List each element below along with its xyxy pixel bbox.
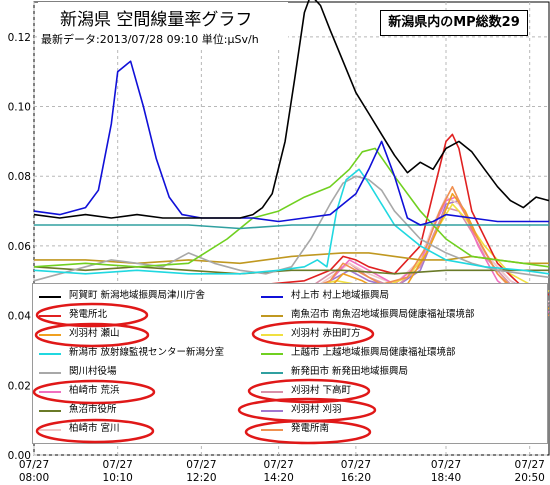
series-line [34, 224, 549, 230]
legend-label: 刈羽村 刈羽 [291, 404, 342, 415]
y-tick-label: 0.00 [8, 450, 31, 462]
y-tick-label: 0.08 [8, 171, 31, 183]
legend-label: 発電所南 [291, 423, 330, 434]
legend-label: 村上市 村上地域振興局 [291, 290, 390, 301]
legend-label: 上越市 上越地域振興局健康福祉環境部 [291, 347, 456, 358]
chart-legend: 阿賀町 新潟地域振興局津川庁舎 発電所北 刈羽村 瀬山 新潟市 放射線監視センタ… [32, 283, 548, 444]
series-line [33, 0, 550, 219]
legend-label: 発電所北 [69, 309, 108, 320]
series-line [33, 60, 549, 226]
legend-swatch [261, 296, 283, 298]
legend-swatch [261, 353, 283, 355]
legend-label: 柏崎市 荒浜 [69, 385, 120, 396]
legend-swatch [261, 410, 283, 412]
series-line [33, 175, 550, 282]
legend-swatch [39, 429, 61, 431]
legend-swatch [261, 334, 283, 336]
legend-label: 関川村役場 [69, 366, 117, 377]
x-tick-date: 07/27 [103, 459, 133, 471]
legend-swatch [261, 391, 283, 393]
legend-swatch [261, 429, 283, 431]
legend-label: 新発田市 新発田地域振興局 [291, 366, 409, 377]
x-tick-time: 16:20 [341, 472, 371, 484]
legend-label: 南魚沼市 南魚沼地域振興局健康福祉環境部 [291, 309, 475, 320]
y-tick-label: 0.12 [8, 32, 31, 44]
mp-total-badge: 新潟県内のMP総数29 [380, 10, 528, 36]
y-tick-label: 0.02 [8, 380, 31, 392]
x-tick-date: 07/27 [19, 459, 49, 471]
legend-label: 刈羽村 瀬山 [69, 328, 120, 339]
y-tick-label: 0.10 [8, 102, 31, 114]
legend-label: 刈羽村 赤田町方 [291, 328, 361, 339]
chart-subtitle: 最新データ:2013/07/28 09:10 単位:μSv/h [41, 33, 259, 46]
legend-swatch [39, 410, 61, 412]
legend-swatch [261, 315, 283, 317]
legend-swatch [39, 391, 61, 393]
x-tick-date: 07/27 [186, 459, 216, 471]
legend-label: 柏崎市 宮川 [69, 423, 120, 434]
x-tick-date: 07/27 [515, 459, 545, 471]
x-tick-time: 14:20 [263, 472, 293, 484]
legend-swatch [39, 353, 61, 355]
legend-label: 刈羽村 下高町 [291, 385, 352, 396]
series-line [33, 147, 550, 268]
chart-title: 新潟県 空間線量率グラフ [60, 10, 253, 30]
x-tick-date: 07/27 [431, 459, 461, 471]
x-tick-time: 18:40 [431, 472, 461, 484]
legend-label: 阿賀町 新潟地域振興局津川庁舎 [69, 290, 206, 301]
x-tick-time: 12:20 [186, 472, 216, 484]
y-tick-label: 0.06 [8, 241, 32, 253]
legend-swatch [39, 334, 61, 336]
x-tick-date: 07/27 [263, 459, 293, 471]
legend-label: 魚沼市役所 [69, 404, 117, 415]
legend-swatch [39, 315, 61, 317]
x-tick-date: 07/27 [341, 459, 371, 471]
legend-swatch [261, 372, 283, 374]
series-line [33, 168, 550, 275]
x-tick-time: 08:00 [19, 472, 49, 484]
legend-swatch [39, 372, 61, 374]
x-tick-time: 20:50 [515, 472, 545, 484]
chart-title-box: 新潟県 空間線量率グラフ 最新データ:2013/07/28 09:10 単位:μ… [38, 2, 288, 50]
x-tick-time: 10:10 [103, 472, 133, 484]
y-tick-label: 0.04 [8, 311, 32, 323]
legend-label: 新潟市 放射線監視センター新潟分室 [69, 347, 225, 358]
series-line [33, 265, 549, 275]
legend-swatch [39, 296, 61, 298]
